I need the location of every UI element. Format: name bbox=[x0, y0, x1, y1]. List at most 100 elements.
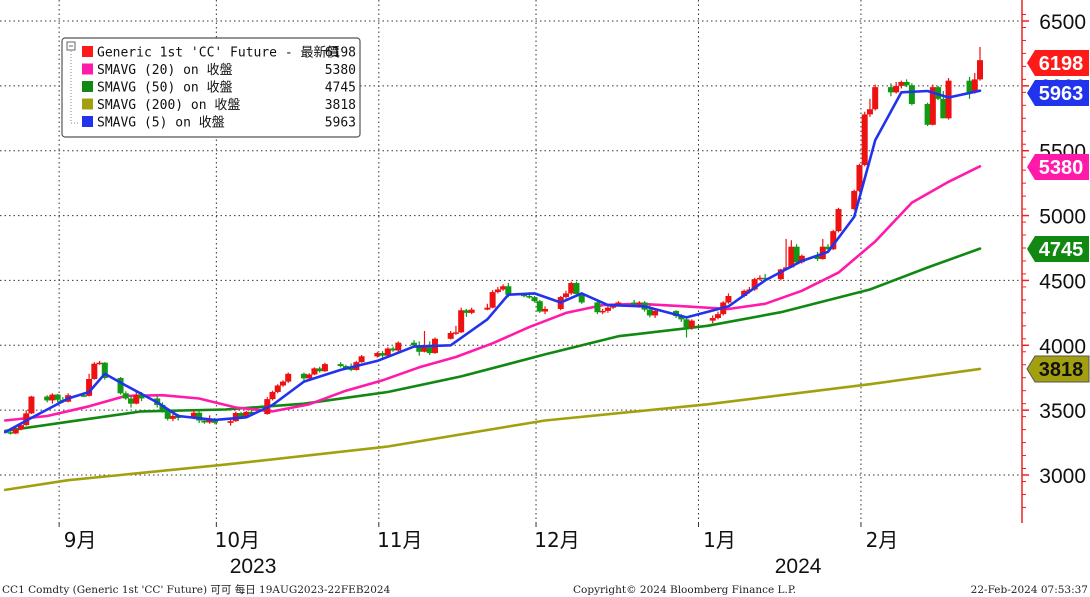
candle-body bbox=[311, 368, 318, 375]
candle bbox=[893, 81, 900, 94]
candle-body bbox=[777, 269, 784, 280]
candle bbox=[977, 46, 983, 81]
candle-body bbox=[531, 297, 538, 302]
candle bbox=[604, 306, 611, 313]
candle bbox=[819, 238, 826, 260]
candle-body bbox=[762, 277, 769, 280]
candle bbox=[395, 341, 402, 352]
candle-body bbox=[741, 290, 748, 296]
value-tag-shape bbox=[1027, 50, 1089, 76]
candle bbox=[274, 384, 281, 394]
candle bbox=[91, 362, 98, 380]
candle-body bbox=[101, 362, 108, 378]
candle-body bbox=[190, 412, 197, 418]
footer-left-text: CC1 Comdty (Generic 1st 'CC' Future) 可可 … bbox=[2, 583, 391, 596]
candle bbox=[96, 360, 103, 365]
candle-body bbox=[756, 277, 763, 280]
candle bbox=[945, 78, 952, 120]
candle bbox=[562, 290, 569, 299]
legend-collapse-icon bbox=[66, 41, 76, 51]
value-tag-text: 5380 bbox=[1039, 157, 1084, 179]
candle-body bbox=[709, 318, 716, 321]
candle-body bbox=[578, 294, 585, 303]
legend-swatch bbox=[82, 81, 93, 92]
candle bbox=[169, 414, 176, 422]
candle-body bbox=[348, 367, 355, 370]
candle bbox=[793, 244, 800, 265]
candle-body bbox=[788, 246, 795, 268]
candle-body bbox=[945, 80, 952, 119]
candle bbox=[725, 293, 732, 304]
candle bbox=[683, 318, 690, 338]
x-tick-label: 1月 bbox=[703, 528, 736, 552]
candle-body bbox=[411, 342, 418, 346]
legend-swatch bbox=[82, 46, 93, 57]
value-tag-shape bbox=[1027, 80, 1089, 106]
candle bbox=[117, 377, 124, 395]
footer: CC1 Comdty (Generic 1st 'CC' Future) 可可 … bbox=[2, 583, 1088, 596]
candle bbox=[452, 325, 459, 335]
value-tag: 3818 bbox=[1026, 355, 1090, 383]
candle-body bbox=[238, 412, 245, 417]
moving-average-lines bbox=[3, 165, 982, 492]
legend-swatch bbox=[82, 98, 93, 110]
candle bbox=[426, 341, 433, 356]
candle bbox=[23, 410, 30, 426]
candle-body bbox=[44, 396, 51, 401]
candle-body bbox=[500, 286, 507, 290]
candle bbox=[374, 351, 381, 358]
candle-body bbox=[798, 255, 805, 263]
candle-body bbox=[688, 320, 695, 328]
candle bbox=[285, 372, 292, 383]
candle bbox=[966, 76, 973, 99]
candle-body bbox=[793, 246, 800, 263]
candle-body bbox=[872, 87, 879, 110]
legend-box bbox=[61, 37, 361, 138]
legend-entry: SMAVG (50) on 收盤 4745 bbox=[82, 81, 356, 96]
candle-body bbox=[751, 279, 758, 290]
candle bbox=[866, 98, 873, 117]
candle bbox=[337, 362, 344, 368]
candle-body bbox=[17, 425, 24, 430]
y-tick-label: 4500 bbox=[1039, 270, 1086, 293]
candle bbox=[468, 307, 475, 315]
legend-entry-name: SMAVG (200) on 收盤 bbox=[97, 98, 240, 113]
candle-body bbox=[977, 60, 983, 80]
candle-body bbox=[269, 391, 276, 400]
candle bbox=[542, 306, 549, 315]
candle-body bbox=[458, 310, 465, 333]
candle bbox=[463, 308, 470, 317]
value-tag: 5963 bbox=[1027, 80, 1089, 106]
candle-body bbox=[80, 395, 87, 397]
candle-body bbox=[830, 231, 837, 250]
candle-body bbox=[316, 368, 323, 372]
candle-body bbox=[594, 302, 601, 313]
candle bbox=[872, 84, 879, 111]
y-tick-label: 4000 bbox=[1039, 335, 1086, 358]
legend-entry-value: 5380 bbox=[325, 63, 356, 78]
candle-body bbox=[122, 393, 129, 399]
value-tag-text: 4745 bbox=[1039, 239, 1084, 261]
y-axis: 30003500400045005000550060006500 bbox=[1021, 0, 1086, 523]
candle-body bbox=[929, 87, 936, 125]
candle-body bbox=[321, 364, 328, 372]
candle-body bbox=[211, 419, 218, 423]
candle bbox=[714, 311, 721, 320]
candle bbox=[164, 408, 171, 421]
legend-tree-line bbox=[70, 51, 78, 124]
candle-body bbox=[342, 366, 349, 368]
value-tag: 4745 bbox=[1027, 236, 1089, 262]
candle bbox=[783, 238, 790, 271]
value-tag-text: 6198 bbox=[1039, 53, 1084, 75]
candle-body bbox=[49, 394, 56, 401]
candle bbox=[924, 102, 931, 127]
candle-body bbox=[725, 295, 732, 303]
candle-body bbox=[196, 412, 203, 421]
candle-body bbox=[395, 342, 402, 351]
candle-body bbox=[358, 356, 365, 363]
candle-body bbox=[133, 394, 140, 404]
candle-body bbox=[526, 295, 533, 298]
candle-body bbox=[91, 363, 98, 380]
